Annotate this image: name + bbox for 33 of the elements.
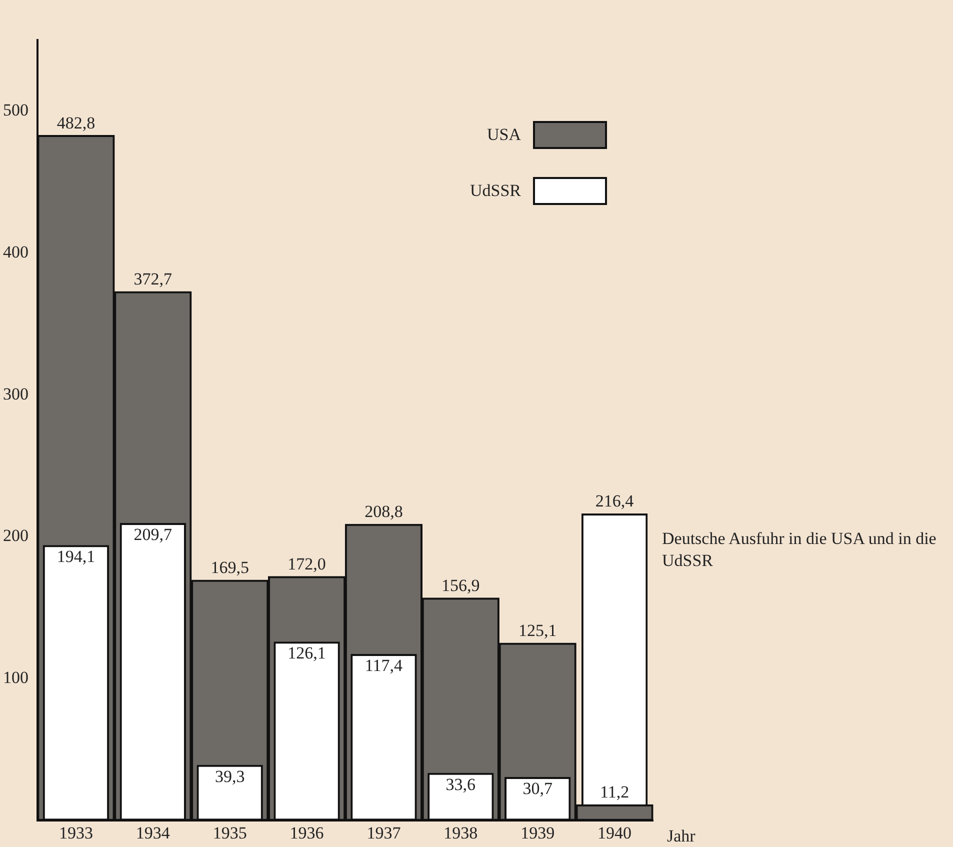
x-tick-label: 1936 (290, 823, 324, 842)
data-label: 126,1 (288, 644, 326, 663)
data-label: 117,4 (364, 656, 404, 675)
data-label: 125,1 (518, 621, 557, 640)
x-tick-label: 1938 (444, 823, 478, 842)
legend-label: USA (487, 125, 522, 145)
data-label: 482,8 (56, 113, 96, 132)
y-tick-label: 100 (3, 668, 28, 688)
data-label: 33,6 (446, 774, 476, 794)
y-tick-label: 300 (3, 384, 28, 404)
x-tick-label: 1939 (520, 823, 555, 842)
y-tick-label: 500 (3, 100, 28, 120)
data-label: 208,8 (364, 502, 403, 522)
data-label: 216,4 (595, 491, 634, 510)
y-tick-label: 200 (3, 526, 28, 546)
data-label: 169,5 (210, 558, 249, 577)
text: Deutsche Ausfuhr in die USA und in die UdSSR (662, 528, 938, 572)
data-label: 156,9 (442, 576, 480, 595)
x-tick-label: 1934 (136, 823, 170, 842)
data-label: 194,1 (56, 547, 96, 566)
x-tick-label: 1940 (598, 823, 632, 842)
data-label: 11,2 (600, 782, 630, 802)
y-tick-label: 400 (3, 242, 28, 262)
data-label: 372,7 (134, 270, 173, 289)
data-label: 172,0 (288, 554, 326, 574)
data-label: 30,7 (522, 778, 553, 798)
data-label: 39,3 (214, 766, 245, 786)
x-tick-label: 1933 (58, 823, 93, 842)
legend-label: UdSSR (470, 181, 522, 201)
data-label: 209,7 (134, 524, 173, 544)
x-tick-label: 1937 (366, 823, 402, 842)
x-tick-label: 1935 (212, 823, 247, 842)
x-axis-title: Jahr (667, 826, 696, 846)
